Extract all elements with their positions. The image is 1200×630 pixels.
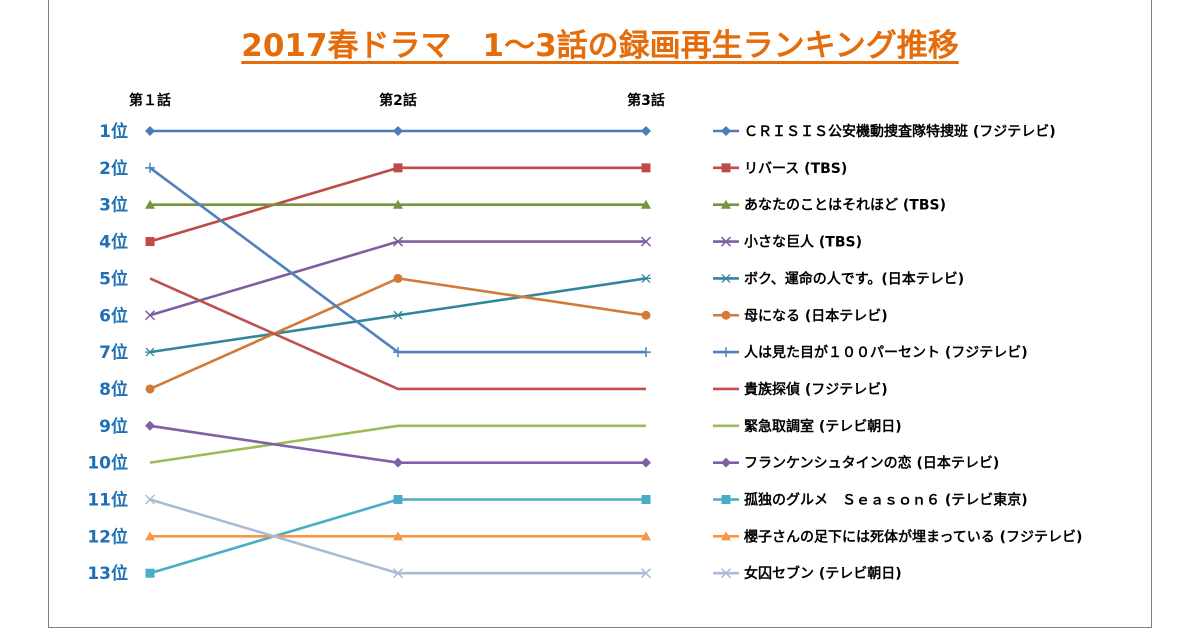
chart-title: 2017春ドラマ 1～3話の録画再生ランキング推移 (241, 28, 959, 64)
x-tick-label: 第3話 (627, 92, 665, 109)
chart-frame (48, 0, 1152, 628)
data-point (145, 420, 155, 431)
data-point (640, 236, 652, 247)
x-tick-label: 第１話 (129, 92, 171, 109)
series-group (144, 236, 652, 321)
y-tick-label: 2位 (99, 158, 128, 179)
data-point (393, 199, 403, 209)
series-group (149, 424, 646, 464)
y-tick-label: 8位 (99, 379, 128, 400)
series-group (149, 277, 646, 391)
legend-marker (721, 310, 731, 320)
data-point (393, 273, 403, 283)
series-group (145, 199, 651, 209)
data-point (392, 236, 404, 247)
series-group (144, 494, 652, 579)
data-point (145, 237, 155, 247)
legend-label: 小さな巨人 (TBS) (744, 234, 862, 251)
data-point (641, 273, 651, 283)
series-line (149, 424, 646, 464)
data-point (145, 384, 155, 394)
data-point (641, 163, 651, 173)
legend-label: 貴族探偵 (フジテレビ) (744, 381, 888, 398)
legend-marker (721, 163, 731, 173)
series-group (145, 273, 651, 357)
series-group (145, 126, 651, 136)
series-line (149, 166, 646, 354)
series-group (145, 495, 651, 578)
legend-marker (721, 495, 731, 504)
y-tick-label: 11位 (87, 490, 128, 511)
legend-label: フランケンシュタインの恋 (日本テレビ) (744, 455, 999, 472)
data-point (145, 126, 155, 136)
legend-label: 母になる (日本テレビ) (744, 307, 888, 324)
data-point (144, 310, 156, 321)
legend-marker (721, 273, 731, 283)
data-point (144, 494, 156, 505)
y-tick-label: 7位 (99, 342, 128, 363)
legend-marker (721, 126, 731, 136)
data-point (641, 495, 651, 504)
legend-marker (721, 457, 731, 468)
y-tick-label: 13位 (87, 563, 128, 584)
series-line (149, 277, 646, 391)
data-point (145, 347, 155, 357)
y-tick-label: 10位 (87, 453, 128, 474)
data-point (641, 199, 651, 209)
series-line (149, 424, 646, 464)
y-tick-label: 6位 (99, 305, 128, 326)
data-point (393, 163, 403, 173)
y-tick-label: 5位 (99, 268, 128, 289)
data-point (393, 531, 403, 541)
legend-marker (720, 236, 732, 247)
series-group (145, 420, 651, 468)
legend-label: リバース (TBS) (744, 161, 847, 177)
data-point (641, 310, 651, 320)
y-tick-label: 9位 (99, 416, 128, 437)
data-point (640, 568, 652, 579)
legend-label: 女囚セブン (テレビ朝日) (744, 565, 902, 582)
legend-label: あなたのことはそれほど (TBS) (744, 198, 946, 214)
legend-marker (721, 347, 731, 358)
y-tick-label: 1位 (99, 121, 128, 142)
y-tick-label: 12位 (87, 526, 128, 547)
legend-label: 孤独のグルメ Ｓｅａｓｏｎ６ (テレビ東京) (744, 492, 1028, 509)
data-point (641, 126, 651, 136)
data-point (145, 531, 155, 541)
legend-label: 緊急取調室 (テレビ朝日) (744, 418, 902, 435)
data-point (393, 457, 403, 468)
data-point (641, 457, 651, 468)
data-point (393, 347, 403, 358)
legend-label: ボク、運命の人です。(日本テレビ) (744, 270, 964, 287)
legend-marker (721, 531, 731, 541)
data-point (393, 126, 403, 136)
legend-label: 櫻子さんの足下には死体が埋まっている (フジテレビ) (743, 528, 1082, 545)
x-tick-label: 第2話 (379, 92, 417, 109)
legend-label: 人は見た目が１００パーセント (フジテレビ) (744, 344, 1028, 361)
y-tick-label: 3位 (99, 195, 128, 216)
data-point (145, 568, 155, 578)
legend-label: ＣＲＩＳＩＳ公安機動捜査隊特捜班 (フジテレビ) (744, 123, 1056, 140)
data-point (641, 531, 651, 541)
y-tick-label: 4位 (99, 232, 128, 253)
data-point (145, 162, 155, 173)
data-point (641, 347, 651, 358)
data-point (392, 568, 404, 579)
series-group (145, 163, 651, 247)
series-group (145, 531, 651, 541)
data-point (393, 495, 403, 504)
series-group (145, 273, 651, 394)
series-line (149, 277, 647, 391)
series-group (145, 162, 651, 358)
data-point (145, 199, 155, 209)
legend-marker (721, 199, 731, 209)
legend-marker (720, 568, 732, 579)
data-point (393, 310, 403, 320)
